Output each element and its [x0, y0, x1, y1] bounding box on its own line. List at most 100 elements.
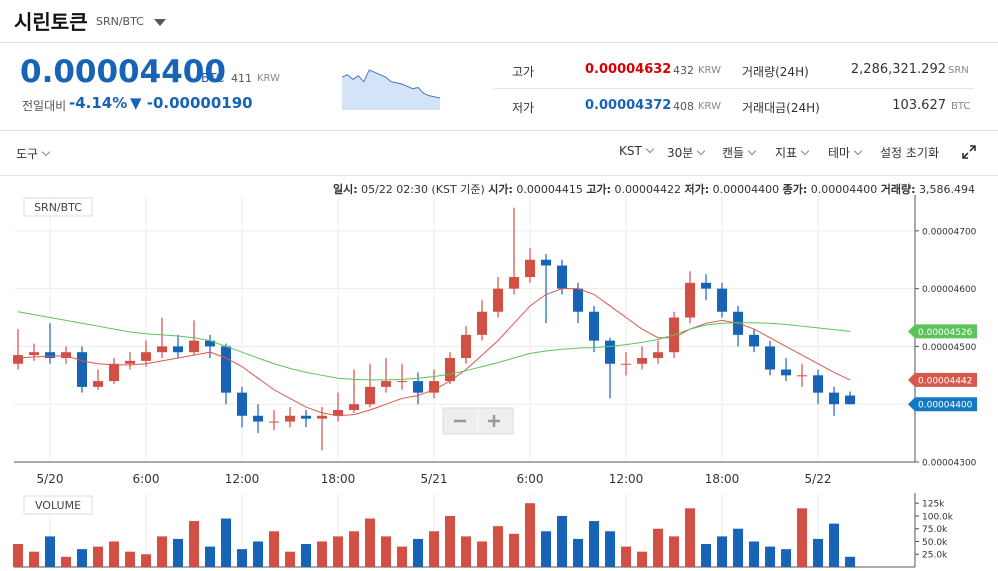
- candle-body: [605, 340, 616, 364]
- info-value: 0.00004400: [810, 183, 878, 196]
- candle-body: [29, 352, 40, 356]
- stat-value: 2,286,321.292: [850, 62, 946, 77]
- volume-bar: [829, 523, 840, 567]
- volume-bar: [13, 544, 24, 567]
- candle-body: [637, 357, 648, 364]
- volume-bar: [301, 544, 312, 567]
- volume-bar: [781, 549, 792, 567]
- stat-unit: SRN: [948, 65, 969, 76]
- moving-average: [17, 311, 851, 381]
- change-pct: -4.14%: [69, 94, 128, 112]
- stat-unit: KRW: [698, 101, 721, 112]
- dropdown[interactable]: [154, 19, 166, 26]
- x-tick-label: 6:00: [517, 472, 544, 486]
- volume-bar: [685, 508, 696, 567]
- price-krw: 411: [231, 72, 252, 85]
- candle-body: [829, 392, 840, 405]
- legend: SRN/BTC: [34, 201, 82, 214]
- info-label: 거래량:: [880, 183, 916, 196]
- x-tick-label: 18:00: [705, 472, 740, 486]
- stat-label: 고가: [512, 65, 535, 79]
- candle-body: [253, 415, 264, 422]
- candle-body: [285, 415, 296, 422]
- y-tick-label: 0.00004600: [922, 285, 977, 295]
- candle-body: [685, 282, 696, 318]
- expand-icon[interactable]: [962, 145, 976, 159]
- divider: [0, 175, 998, 176]
- volume-bar: [461, 536, 472, 567]
- candle-body: [845, 395, 856, 405]
- candle-body: [173, 346, 184, 353]
- candle-body: [109, 363, 120, 382]
- candle-body: [749, 334, 760, 347]
- krw: KRW: [257, 73, 280, 84]
- price-badge: [908, 397, 977, 412]
- volume-bar: [141, 554, 152, 567]
- reset-button[interactable]: 설정 초기화: [880, 146, 940, 160]
- volume-bar: [669, 536, 680, 567]
- title: 시린토큰: [14, 10, 88, 34]
- toolbar-item[interactable]: 캔들: [722, 144, 755, 161]
- volume-bar: [637, 551, 648, 567]
- volume-bar: [589, 521, 600, 567]
- y-tick-label: 0.00004700: [922, 227, 977, 237]
- volume-bar: [429, 531, 440, 567]
- candle-body: [189, 340, 200, 353]
- candle-body: [525, 259, 536, 278]
- candle-body: [813, 375, 824, 393]
- toolbar-item[interactable]: 테마: [828, 144, 861, 161]
- volume-bar: [205, 546, 216, 567]
- price-unit: BTC: [201, 71, 225, 85]
- legend-box: [23, 495, 93, 515]
- candle-body: [93, 381, 104, 387]
- x-tick-label: 18:00: [321, 472, 356, 486]
- legend: VOLUME: [35, 499, 81, 512]
- volume-bar: [797, 508, 808, 567]
- candle-body: [45, 352, 56, 358]
- tools-menu[interactable]: 도구: [16, 145, 49, 162]
- candle-body: [349, 404, 360, 410]
- volume-bar: [189, 521, 200, 567]
- info-label: 고가:: [586, 183, 612, 196]
- candle-body: [157, 346, 168, 353]
- toolbar-item[interactable]: 30분: [667, 144, 704, 161]
- candle-body: [205, 340, 216, 347]
- x-tick-label: 6:00: [133, 472, 160, 486]
- stat-sub: 408: [673, 100, 694, 113]
- stat-value: 103.627: [892, 98, 946, 113]
- y-tick-label: 125k: [922, 500, 945, 510]
- candle-body: [701, 282, 712, 289]
- toolbar-item[interactable]: 지표: [775, 144, 808, 161]
- price-badge-label: 0.00004526: [918, 328, 973, 338]
- price: 0.00004400: [20, 54, 226, 90]
- volume-bar: [397, 546, 408, 567]
- info-label: 일시:: [332, 183, 358, 196]
- candle-body: [477, 311, 488, 335]
- sparkline-area: [342, 70, 440, 110]
- volume-bar: [445, 515, 456, 567]
- candle-body: [621, 363, 632, 365]
- volume-bar: [813, 538, 824, 567]
- candle-body: [717, 288, 728, 312]
- y-tick-label: 75.0k: [922, 525, 948, 535]
- candle-body: [573, 288, 584, 312]
- volume-bar: [525, 503, 536, 567]
- candle-body: [461, 334, 472, 358]
- volume-bar: [237, 549, 248, 567]
- price-badge-label: 0.00004400: [918, 401, 973, 411]
- volume-bar: [733, 528, 744, 567]
- x-tick-label: 5/22: [805, 472, 832, 486]
- volume-bar: [93, 546, 104, 567]
- y-tick-label: 25.0k: [922, 551, 948, 561]
- toolbar-item[interactable]: KST: [619, 144, 653, 158]
- candle-body: [781, 369, 792, 376]
- volume-bar: [125, 551, 136, 567]
- volume-bar: [701, 544, 712, 567]
- candle-body: [429, 381, 440, 393]
- pair: SRN/BTC: [96, 15, 144, 28]
- info-value: 0.00004415: [516, 183, 583, 196]
- stat-value: 0.00004372: [585, 98, 672, 113]
- y-tick-label: 50.0k: [922, 538, 948, 548]
- candle-body: [141, 352, 152, 361]
